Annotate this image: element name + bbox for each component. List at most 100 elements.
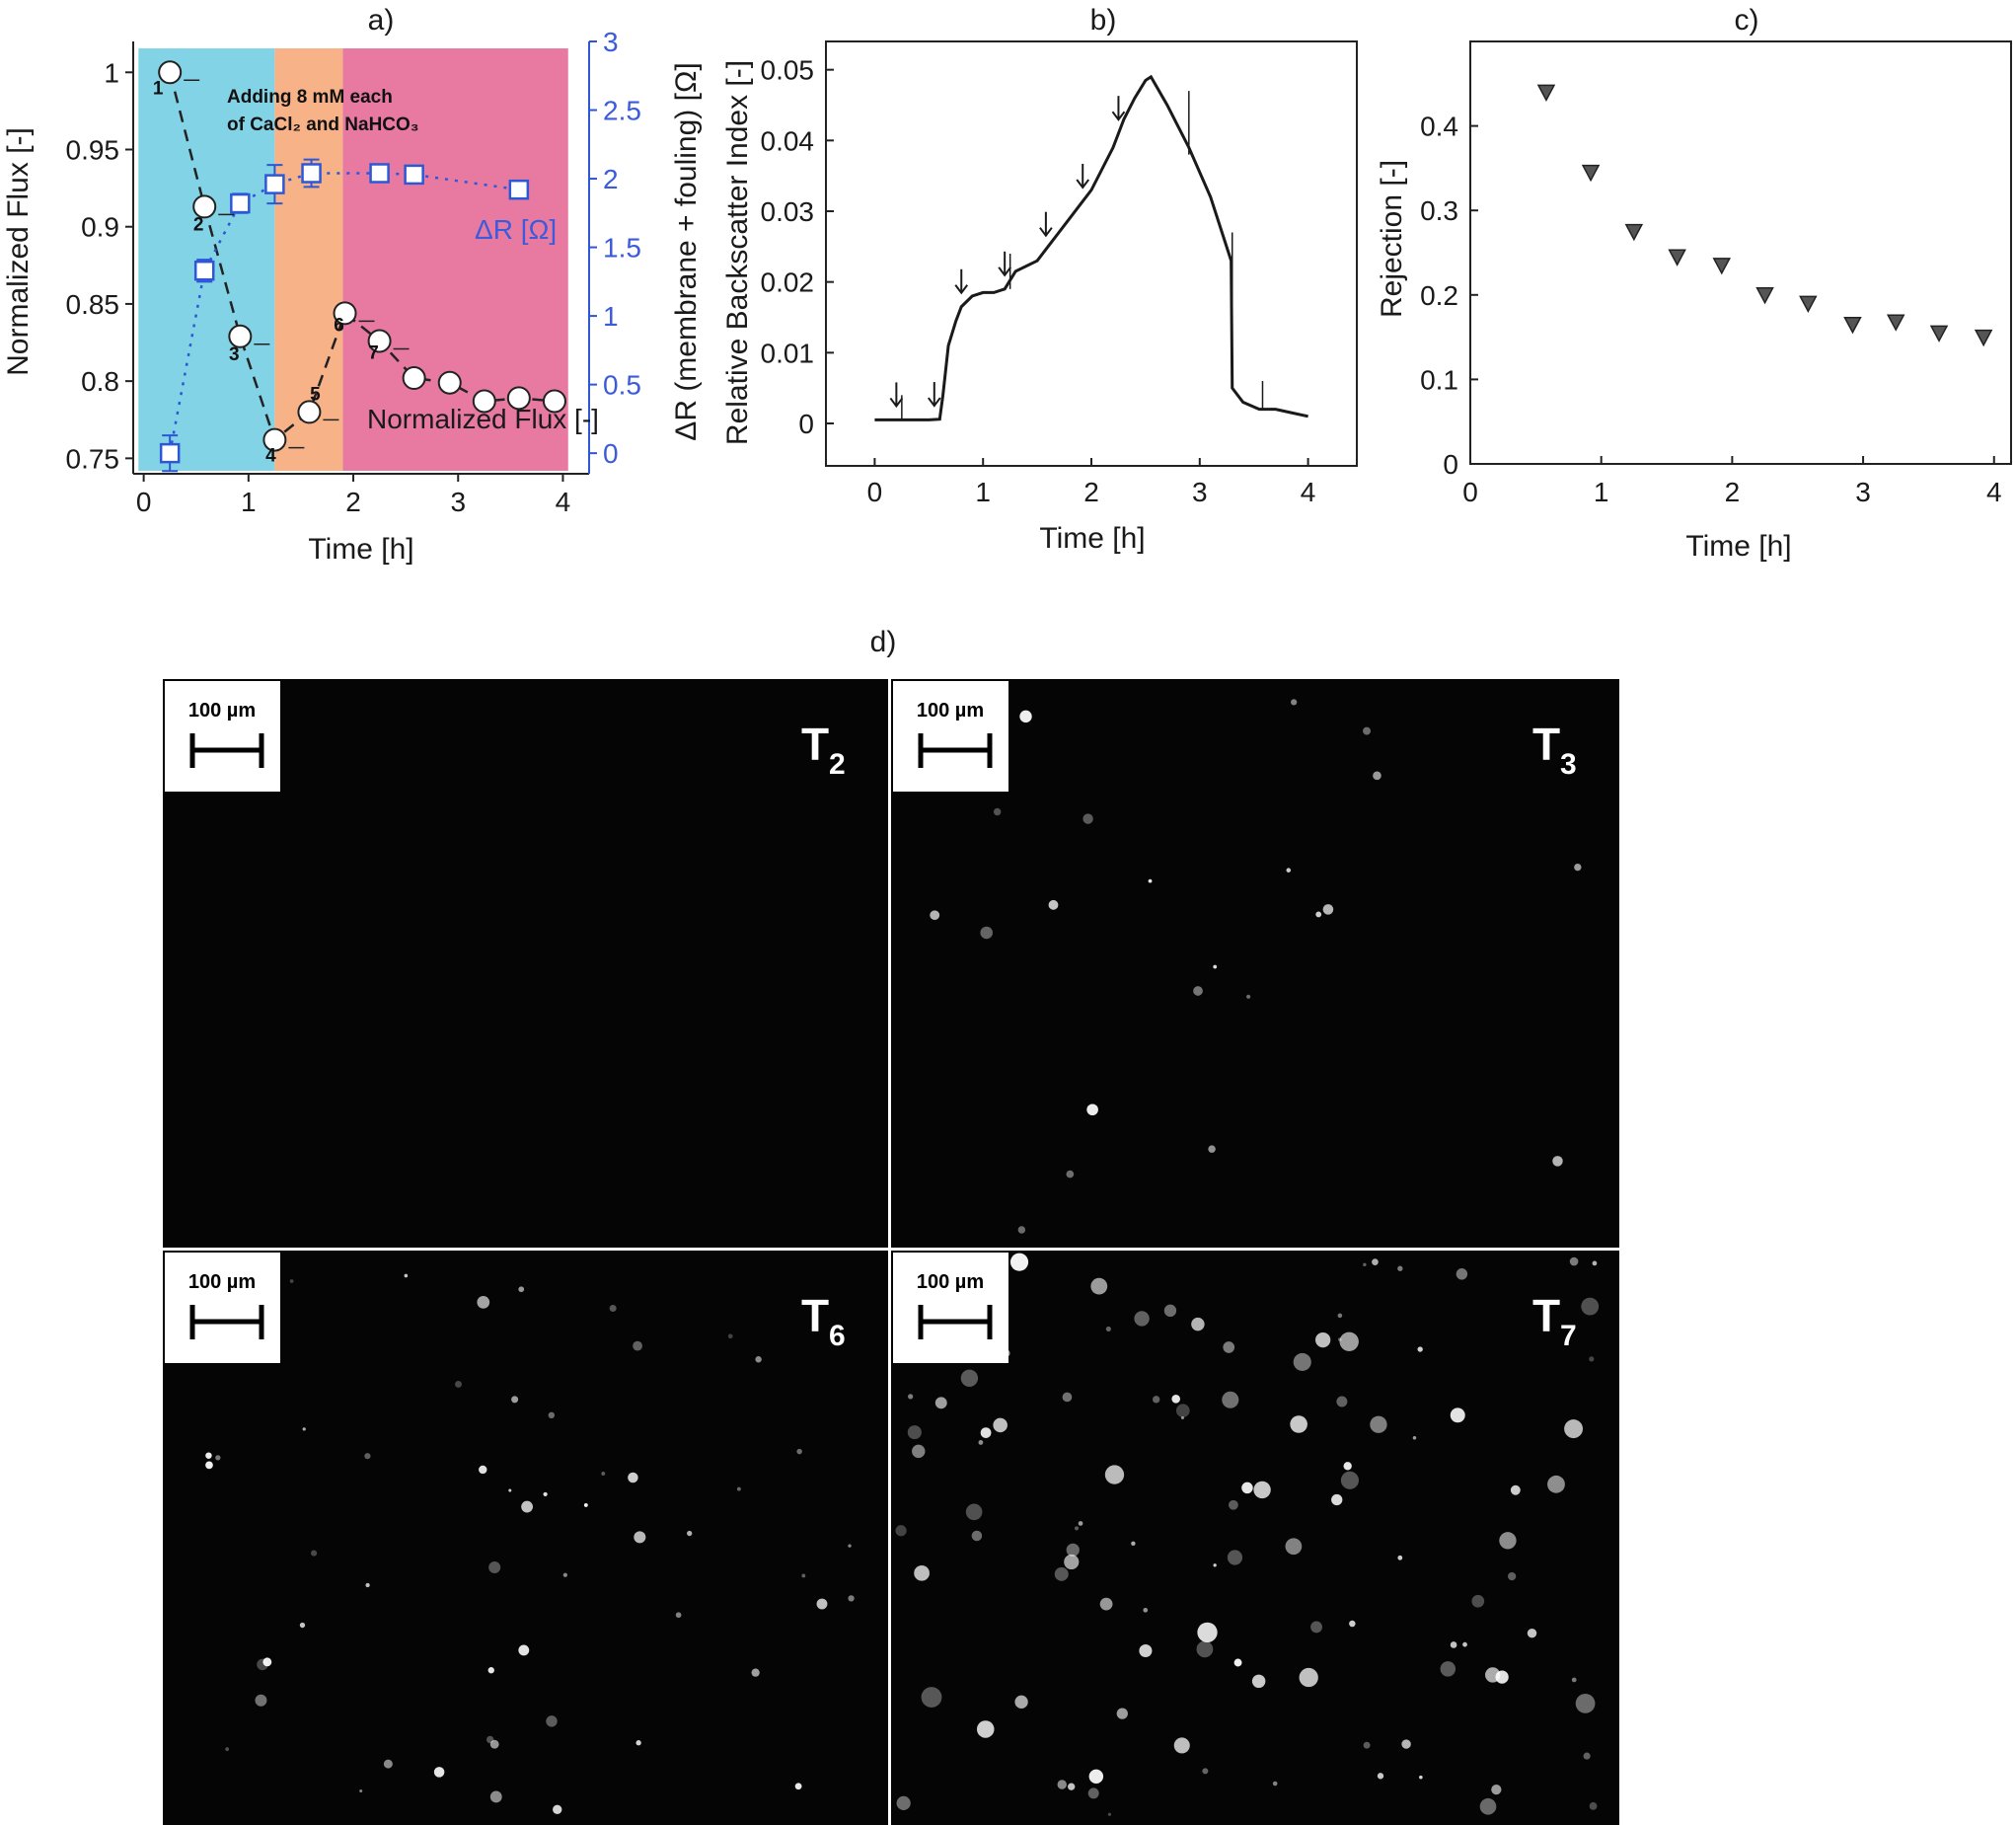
c-ytick-label: 0.2 bbox=[1420, 280, 1458, 311]
a-dr-point bbox=[193, 260, 215, 281]
particle bbox=[521, 1500, 534, 1513]
particle bbox=[1208, 1145, 1216, 1153]
particle bbox=[993, 807, 1002, 816]
a-ytick-right-label: 3 bbox=[603, 27, 619, 57]
micrograph-label-subscript: 6 bbox=[829, 1320, 846, 1352]
particle bbox=[479, 1465, 487, 1475]
micrograph-label: T bbox=[1532, 719, 1560, 770]
particle bbox=[848, 1595, 855, 1602]
particle bbox=[205, 1461, 213, 1470]
b-ytick-label: 0 bbox=[798, 409, 814, 439]
b-xtick-label: 4 bbox=[1301, 477, 1316, 507]
micrograph-label-subscript: 3 bbox=[1560, 748, 1577, 781]
particle bbox=[1088, 1769, 1104, 1785]
particle bbox=[485, 1735, 494, 1744]
c-xlabel: Time [h] bbox=[1685, 530, 1791, 563]
b-ytick-label: 0.01 bbox=[761, 338, 815, 368]
particle bbox=[1363, 1741, 1371, 1749]
particle bbox=[1343, 1462, 1352, 1471]
particle bbox=[1315, 911, 1322, 918]
particle bbox=[518, 1644, 530, 1656]
a-xtick-label: 4 bbox=[556, 487, 571, 517]
particle bbox=[1552, 1156, 1563, 1167]
micrograph-label-subscript: 2 bbox=[829, 748, 846, 781]
b-backscatter-line bbox=[874, 74, 1308, 421]
a-shaded-regions bbox=[138, 48, 568, 472]
a-dr-point bbox=[264, 174, 285, 194]
panel-b-title: b) bbox=[1090, 4, 1117, 37]
particle bbox=[1571, 1677, 1577, 1683]
a-ytick-label: 0.95 bbox=[66, 135, 120, 166]
b-xtick-label: 3 bbox=[1192, 477, 1208, 507]
a-flux-line bbox=[168, 71, 556, 442]
particle bbox=[1547, 1475, 1565, 1493]
particle bbox=[1163, 1304, 1177, 1318]
particle bbox=[404, 1273, 409, 1278]
particle bbox=[1193, 986, 1203, 996]
particle bbox=[1508, 1571, 1517, 1581]
particle bbox=[562, 1572, 567, 1577]
a-xtick-label: 3 bbox=[450, 487, 466, 517]
particle bbox=[1223, 1341, 1235, 1353]
particle bbox=[1116, 1708, 1128, 1719]
particle bbox=[1074, 1526, 1080, 1531]
particle bbox=[1173, 1737, 1190, 1754]
panel-a-chart: a) 0 1 2 3 4 0.75 0.8 0.85 0.9 0.95 1 0 0.5 1 1.5 2 2.5 3… bbox=[2, 4, 703, 566]
particle bbox=[1213, 964, 1218, 969]
particle bbox=[1337, 1313, 1343, 1319]
particle bbox=[1090, 1277, 1108, 1295]
b-axes: 0 1 2 3 4 0 0.01 0.02 0.03 0.04 0.05 bbox=[761, 40, 1358, 507]
particle bbox=[1105, 1326, 1111, 1332]
particle bbox=[1331, 1493, 1343, 1506]
particle bbox=[930, 910, 940, 921]
particle bbox=[359, 1788, 363, 1793]
particle bbox=[794, 1783, 802, 1790]
particle bbox=[1575, 1693, 1596, 1713]
particle bbox=[262, 1657, 272, 1667]
particle bbox=[601, 1472, 606, 1476]
particle bbox=[751, 1668, 760, 1677]
particle bbox=[1527, 1628, 1537, 1638]
particle bbox=[1322, 904, 1334, 915]
a-point-label: 1 bbox=[153, 78, 164, 99]
particle bbox=[1589, 1801, 1598, 1810]
particle bbox=[801, 1573, 806, 1578]
particle bbox=[1227, 1550, 1243, 1565]
particle bbox=[1462, 1641, 1467, 1647]
particle bbox=[1372, 1258, 1379, 1265]
particle bbox=[609, 1305, 617, 1313]
a-dr-point bbox=[301, 163, 322, 184]
particle bbox=[1253, 1481, 1271, 1499]
particle bbox=[960, 1369, 979, 1388]
particle bbox=[1574, 863, 1582, 872]
particle bbox=[1222, 1391, 1239, 1408]
particle bbox=[1078, 1521, 1083, 1526]
a-xlabel: Time [h] bbox=[308, 533, 413, 566]
particle bbox=[1336, 1396, 1348, 1407]
a-xtick-label: 1 bbox=[241, 487, 257, 517]
particle bbox=[1171, 1395, 1180, 1404]
particle bbox=[255, 1694, 267, 1707]
panel-a-title: a) bbox=[368, 4, 395, 37]
particle bbox=[976, 1720, 995, 1738]
a-point-label: 4 bbox=[265, 446, 276, 467]
particle bbox=[1397, 1265, 1403, 1271]
particle bbox=[511, 1396, 519, 1404]
c-rejection-point bbox=[1668, 249, 1686, 266]
b-ytick-label: 0.03 bbox=[761, 196, 815, 227]
particle bbox=[299, 1622, 306, 1629]
particle bbox=[383, 1759, 393, 1769]
particle bbox=[1148, 878, 1153, 883]
a-flux-point bbox=[437, 370, 462, 395]
particle bbox=[1456, 1268, 1468, 1280]
particle bbox=[921, 1687, 942, 1708]
a-ylabel: Normalized Flux [-] bbox=[2, 127, 35, 376]
particle bbox=[1066, 1543, 1080, 1557]
particle bbox=[1064, 1554, 1080, 1570]
c-xtick-label: 4 bbox=[1986, 477, 2002, 507]
particle bbox=[1099, 1597, 1113, 1611]
particle bbox=[980, 1427, 992, 1438]
a-flux-point bbox=[262, 427, 287, 452]
particle bbox=[1057, 1780, 1067, 1789]
